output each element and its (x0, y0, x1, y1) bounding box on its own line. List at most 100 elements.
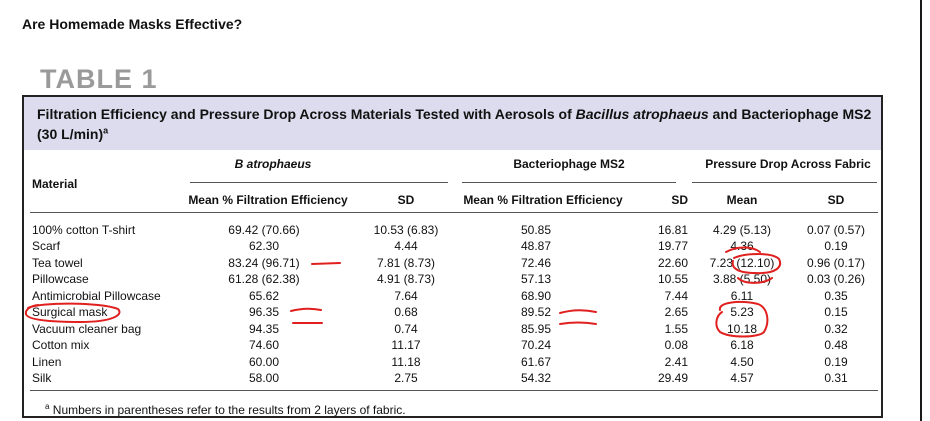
header-bottom-rule (30, 212, 878, 213)
cell-ms2-sd: 22.60 (657, 256, 688, 270)
underline-surgical-b-mean (290, 307, 322, 312)
cell-pd-mean: 4.29 (5.13) (712, 223, 772, 237)
header-material: Material (32, 177, 78, 191)
cell-pd-mean: 5.23 (730, 305, 754, 319)
cell-ms2-sd: 29.49 (657, 371, 688, 385)
table-footnote: a Numbers in parentheses refer to the re… (45, 402, 406, 417)
header-mean-fe-ms2: Mean % Filtration Efficiency (463, 193, 623, 207)
cell-pd-sd: 0.48 (824, 338, 848, 352)
cell-pd-sd: 0.96 (0.17) (806, 256, 866, 270)
group-rule-b (190, 182, 448, 183)
cell-b-sd: 7.81 (8.73) (376, 256, 436, 270)
cell-ms2-mean: 54.32 (520, 371, 552, 385)
cell-ms2-mean: 50.85 (520, 223, 552, 237)
cell-pd-sd: 0.19 (824, 239, 848, 253)
cell-material: Pillowcase (32, 272, 89, 286)
cell-pd-mean: 6.11 (730, 289, 754, 303)
group-rule-pd (692, 182, 877, 183)
header-sd-ms2: SD (671, 193, 688, 207)
cell-material: 100% cotton T-shirt (32, 223, 136, 237)
cell-ms2-mean: 89.52 (520, 305, 552, 319)
cell-b-mean: 96.35 (248, 305, 280, 319)
cell-b-mean: 58.00 (248, 371, 280, 385)
cell-ms2-sd: 0.08 (664, 338, 688, 352)
cell-pd-sd: 0.07 (0.57) (806, 223, 866, 237)
cell-b-mean: 61.28 (62.38) (228, 272, 300, 286)
table-row: Surgical mask 96.35 0.68 89.52 2.65 5.23… (0, 305, 920, 321)
caption-text-2: and Bacteriophage MS2 (30 L/min) (37, 106, 872, 142)
cell-pd-sd: 0.19 (824, 355, 848, 369)
cell-ms2-sd: 7.44 (664, 289, 688, 303)
cell-pd-sd: 0.15 (824, 305, 848, 319)
cell-pd-mean: 4.57 (730, 371, 754, 385)
circle-surgical-vacuum-pd (715, 301, 769, 338)
cell-pd-sd: 0.35 (824, 289, 848, 303)
table-row: Linen 60.00 11.18 61.67 2.41 4.50 0.19 (0, 355, 920, 371)
arc-pillowcase-pd (737, 277, 773, 284)
footnote-mark: a (45, 402, 50, 411)
cell-pd-sd: 0.03 (0.26) (806, 272, 866, 286)
cell-b-sd: 4.44 (394, 239, 418, 253)
table-row: Tea towel 83.24 (96.71) 7.81 (8.73) 72.4… (0, 256, 920, 272)
underline-tea-towel-b-mean (311, 262, 341, 265)
page-title: Are Homemade Masks Effective? (22, 16, 243, 32)
table-row: 100% cotton T-shirt 69.42 (70.66) 10.53 … (0, 223, 920, 239)
cell-ms2-mean: 48.87 (520, 239, 552, 253)
cell-pd-mean: 4.50 (730, 355, 754, 369)
cell-b-sd: 11.17 (391, 338, 421, 352)
header-group-ms2: Bacteriophage MS2 (513, 157, 625, 171)
cell-b-mean: 69.42 (70.66) (228, 223, 300, 237)
cell-ms2-mean: 68.90 (520, 289, 552, 303)
group-rule-ms2 (462, 182, 676, 183)
cell-ms2-sd: 1.55 (664, 322, 688, 336)
cell-b-sd: 0.74 (394, 322, 418, 336)
cell-b-sd: 7.64 (394, 289, 418, 303)
cell-ms2-mean: 57.13 (520, 272, 552, 286)
table-row: Scarf 62.30 4.44 48.87 19.77 4.36 0.19 (0, 239, 920, 255)
cell-b-mean: 94.35 (248, 322, 280, 336)
cell-material: Linen (32, 355, 62, 369)
cell-b-mean: 74.60 (248, 338, 280, 352)
underline-vacuum-ms2-mean (559, 321, 597, 325)
header-group-pressure-drop: Pressure Drop Across Fabric (705, 157, 871, 171)
cell-material: Cotton mix (32, 338, 90, 352)
cell-b-sd: 10.53 (6.83) (373, 223, 439, 237)
cell-pd-mean: 4.36 (730, 239, 754, 253)
cell-ms2-mean: 72.46 (520, 256, 552, 270)
header-mean-fe-b: Mean % Filtration Efficiency (188, 193, 348, 207)
cell-material: Silk (32, 371, 52, 385)
caption-text-1: Filtration Efficiency and Pressure Drop … (37, 106, 576, 122)
circle-surgical-mask-label (24, 302, 121, 324)
cell-material: Scarf (32, 239, 61, 253)
table-bottom-rule (30, 390, 878, 391)
page-right-border (920, 0, 922, 421)
header-group-b-atrophaeus: B atrophaeus (234, 157, 312, 171)
cell-ms2-sd: 10.55 (657, 272, 688, 286)
table-row: Cotton mix 74.60 11.17 70.24 0.08 6.18 0… (0, 338, 920, 354)
cell-ms2-sd: 2.65 (664, 305, 688, 319)
cell-b-mean: 65.62 (248, 289, 280, 303)
caption-footnote-mark: a (103, 125, 109, 136)
header-sd-pd: SD (827, 193, 845, 207)
table-row: Silk 58.00 2.75 54.32 29.49 4.57 0.31 (0, 371, 920, 387)
table-caption: Filtration Efficiency and Pressure Drop … (37, 104, 877, 144)
cell-material: Surgical mask (32, 305, 108, 319)
cell-ms2-mean: 61.67 (520, 355, 552, 369)
table-row: Vacuum cleaner bag 94.35 0.74 85.95 1.55… (0, 322, 920, 338)
cell-ms2-sd: 2.41 (664, 355, 688, 369)
caption-band (24, 97, 881, 150)
cell-pd-sd: 0.31 (824, 371, 848, 385)
cell-material: Tea towel (32, 256, 83, 270)
cell-ms2-mean: 85.95 (520, 322, 552, 336)
cell-b-mean: 62.30 (248, 239, 280, 253)
cell-b-sd: 0.68 (394, 305, 418, 319)
caption-organism: Bacillus atrophaeus (575, 106, 709, 122)
cell-material: Vacuum cleaner bag (32, 322, 142, 336)
cell-b-sd: 4.91 (8.73) (376, 272, 436, 286)
cell-material: Antimicrobial Pillowcase (32, 289, 161, 303)
circle-tea-towel-pd (731, 253, 781, 275)
table-frame (22, 95, 883, 418)
cell-ms2-sd: 19.77 (657, 239, 688, 253)
cell-ms2-sd: 16.81 (657, 223, 688, 237)
